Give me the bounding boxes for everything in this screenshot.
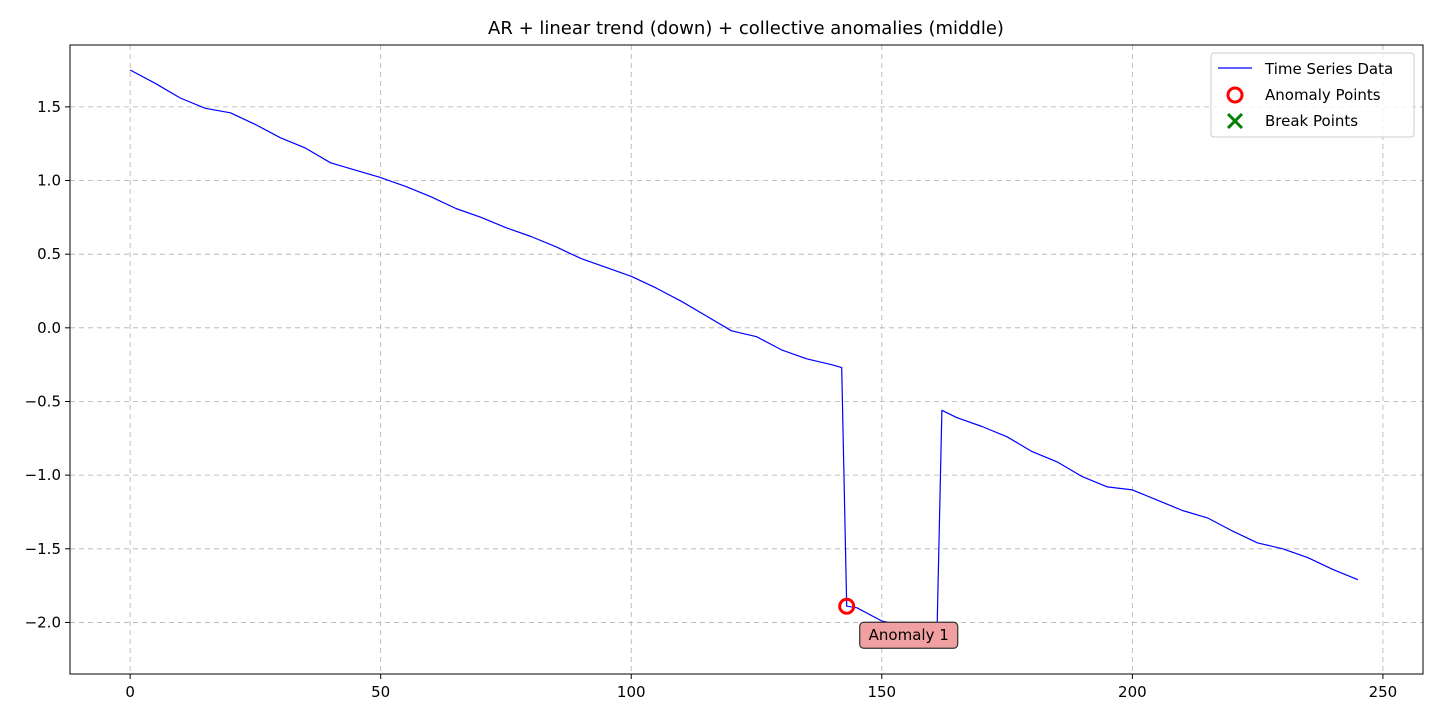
y-tick-label: −0.5 (25, 392, 61, 410)
y-axis: 1.5 1.0 0.5 0.0 −0.5 −1.0 −1.5 −2.0 (25, 98, 70, 631)
x-tick-label: 50 (371, 683, 390, 701)
legend-box (1210, 52, 1415, 138)
annotation-label: Anomaly 1 (869, 626, 949, 644)
x-tick-label: 0 (125, 683, 135, 701)
series-line-time-series (129, 69, 1359, 638)
legend-label-series: Time Series Data (1264, 60, 1393, 78)
legend-x-swatch (1226, 112, 1244, 130)
x-tick-label: 150 (867, 683, 896, 701)
anomaly-point (838, 597, 856, 615)
y-tick-label: 0.0 (37, 319, 61, 337)
y-tick-label: −1.5 (25, 540, 61, 558)
x-tick-label: 200 (1118, 683, 1147, 701)
chart-title: AR + linear trend (down) + collective an… (488, 18, 1004, 39)
annotation-group: Anomaly 1 (859, 621, 959, 649)
legend: Time Series Data Anomaly Points Break Po… (1210, 52, 1415, 138)
x-axis: 0 50 100 150 200 250 (125, 674, 1397, 701)
y-tick-label: 0.5 (37, 245, 61, 263)
y-tick-label: 1.5 (37, 98, 61, 116)
y-tick-label: −2.0 (25, 613, 61, 631)
axes-frame (69, 44, 1424, 675)
plot-area (129, 69, 1359, 638)
annotation-box (859, 621, 959, 649)
legend-circle-swatch (1226, 86, 1244, 104)
x-tick-label: 100 (617, 683, 646, 701)
legend-label-break: Break Points (1265, 112, 1358, 130)
legend-label-anomaly: Anomaly Points (1265, 86, 1381, 104)
y-tick-label: 1.0 (37, 172, 61, 190)
grid-lines (70, 45, 1423, 674)
y-tick-label: −1.0 (25, 466, 61, 484)
x-tick-label: 250 (1369, 683, 1398, 701)
